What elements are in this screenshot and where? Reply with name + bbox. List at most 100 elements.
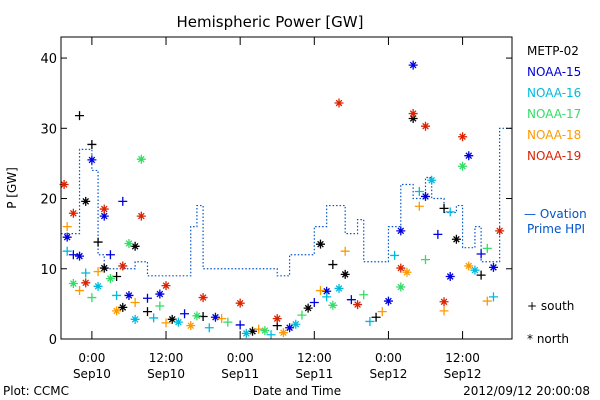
data-point-marker xyxy=(334,283,344,293)
data-point-marker xyxy=(285,323,295,333)
data-point-marker xyxy=(439,306,449,316)
data-point-marker xyxy=(297,310,307,320)
x-tick-time-label: 0:00 xyxy=(78,351,105,365)
data-point-marker xyxy=(488,292,498,302)
data-point-marker xyxy=(155,289,165,299)
x-axis: 0:00 Sep10 12:00 Sep10 0:00 Sep11 12:00 Sep11 0:… xyxy=(73,37,482,381)
y-tick-label: 30 xyxy=(40,122,57,137)
x-tick-time-label: 12:00 xyxy=(445,351,480,365)
hpi-step-line xyxy=(61,127,511,277)
data-point-marker xyxy=(105,250,115,260)
data-point-marker xyxy=(68,208,78,218)
x-tick-time-label: 0:00 xyxy=(375,351,402,365)
marker-legend-entry: * north xyxy=(527,332,569,346)
data-point-marker xyxy=(198,293,208,303)
legend-entry: NOAA-15 xyxy=(527,65,581,79)
data-point-marker xyxy=(260,326,270,336)
data-points xyxy=(59,60,505,340)
y-axis: 0 10 20 30 40 xyxy=(40,52,512,348)
data-point-marker xyxy=(167,314,177,324)
data-point-marker xyxy=(118,261,128,271)
data-point-marker xyxy=(112,306,122,316)
data-point-marker xyxy=(99,204,109,214)
data-point-marker xyxy=(396,226,406,236)
data-point-marker xyxy=(390,250,400,260)
data-point-marker xyxy=(482,296,492,306)
x-axis-label: Date and Time xyxy=(253,384,341,398)
data-point-marker xyxy=(433,229,443,239)
x-tick-date-label: Sep11 xyxy=(221,367,259,381)
x-tick-time-label: 12:00 xyxy=(297,351,332,365)
data-point-marker xyxy=(439,203,449,213)
data-point-marker xyxy=(488,262,498,272)
data-point-marker xyxy=(217,314,227,324)
data-point-marker xyxy=(192,311,202,321)
data-point-marker xyxy=(235,320,245,330)
data-point-marker xyxy=(186,321,196,331)
y-tick-label: 0 xyxy=(49,333,57,348)
legend-hpi-line1: — Ovation xyxy=(524,207,587,221)
x-tick-date-label: Sep10 xyxy=(73,367,111,381)
legend-hpi-line2: Prime HPI xyxy=(527,222,585,236)
data-point-marker xyxy=(62,222,72,232)
legend-entry: METP-02 xyxy=(527,44,579,58)
data-point-marker xyxy=(408,109,418,119)
data-point-marker xyxy=(427,175,437,185)
data-point-marker xyxy=(142,307,152,317)
data-point-marker xyxy=(495,226,505,236)
data-point-marker xyxy=(421,121,431,131)
data-point-marker xyxy=(414,201,424,211)
data-point-marker xyxy=(99,211,109,221)
data-point-marker xyxy=(124,290,134,300)
data-point-marker xyxy=(136,211,146,221)
data-point-marker xyxy=(340,269,350,279)
legend: METP-02 NOAA-15 NOAA-16 NOAA-17 NOAA-18 NOAA-… xyxy=(524,44,587,346)
data-point-marker xyxy=(161,318,171,328)
data-point-marker xyxy=(408,60,418,70)
data-point-marker xyxy=(464,151,474,161)
data-point-marker xyxy=(62,246,72,256)
data-point-marker xyxy=(59,179,69,189)
data-point-marker xyxy=(458,132,468,142)
data-point-marker xyxy=(322,292,332,302)
data-point-marker xyxy=(340,246,350,256)
data-point-marker xyxy=(68,250,78,260)
data-point-marker xyxy=(93,281,103,291)
legend-entry: NOAA-19 xyxy=(527,149,581,163)
data-point-marker xyxy=(75,286,85,296)
data-point-marker xyxy=(62,232,72,242)
data-point-marker xyxy=(241,328,251,338)
data-point-marker xyxy=(421,255,431,265)
y-tick-label: 40 xyxy=(40,52,57,67)
data-point-marker xyxy=(149,313,159,323)
hpi-line xyxy=(61,127,511,277)
y-tick-label: 20 xyxy=(40,193,57,208)
data-point-marker xyxy=(75,111,85,121)
data-point-marker xyxy=(99,263,109,273)
data-point-marker xyxy=(322,286,332,296)
marker-legend-entry: + south xyxy=(527,299,574,313)
legend-entry: NOAA-17 xyxy=(527,107,581,121)
data-point-marker xyxy=(142,293,152,303)
footer-timestamp: 2012/09/12 20:00:08 xyxy=(463,384,590,398)
data-point-marker xyxy=(396,263,406,273)
data-point-marker xyxy=(334,98,344,108)
data-point-marker xyxy=(248,326,258,336)
data-point-marker xyxy=(112,290,122,300)
data-point-marker xyxy=(303,303,313,313)
data-point-marker xyxy=(130,297,140,307)
data-point-marker xyxy=(81,268,91,278)
data-point-marker xyxy=(328,300,338,310)
data-point-marker xyxy=(93,237,103,247)
data-point-marker xyxy=(272,314,282,324)
data-point-marker xyxy=(476,270,486,280)
data-point-marker xyxy=(359,290,369,300)
data-point-marker xyxy=(291,319,301,329)
data-point-marker xyxy=(161,281,171,291)
data-point-marker xyxy=(396,282,406,292)
data-point-marker xyxy=(118,302,128,312)
data-point-marker xyxy=(309,297,319,307)
data-point-marker xyxy=(365,316,375,326)
data-point-marker xyxy=(105,274,115,284)
